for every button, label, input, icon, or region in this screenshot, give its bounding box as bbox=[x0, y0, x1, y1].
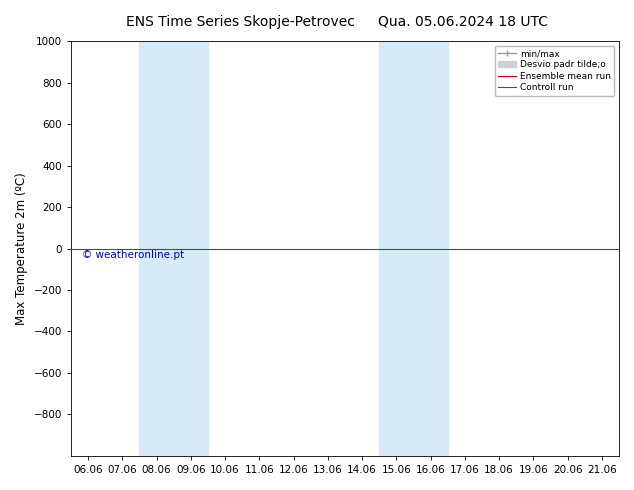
Legend: min/max, Desvio padr tilde;o, Ensemble mean run, Controll run: min/max, Desvio padr tilde;o, Ensemble m… bbox=[495, 46, 614, 96]
Bar bbox=[139, 41, 208, 456]
Bar bbox=[379, 41, 448, 456]
Text: © weatheronline.pt: © weatheronline.pt bbox=[82, 250, 184, 260]
Text: Qua. 05.06.2024 18 UTC: Qua. 05.06.2024 18 UTC bbox=[378, 15, 548, 29]
Y-axis label: Max Temperature 2m (ºC): Max Temperature 2m (ºC) bbox=[15, 172, 28, 325]
Text: ENS Time Series Skopje-Petrovec: ENS Time Series Skopje-Petrovec bbox=[126, 15, 356, 29]
